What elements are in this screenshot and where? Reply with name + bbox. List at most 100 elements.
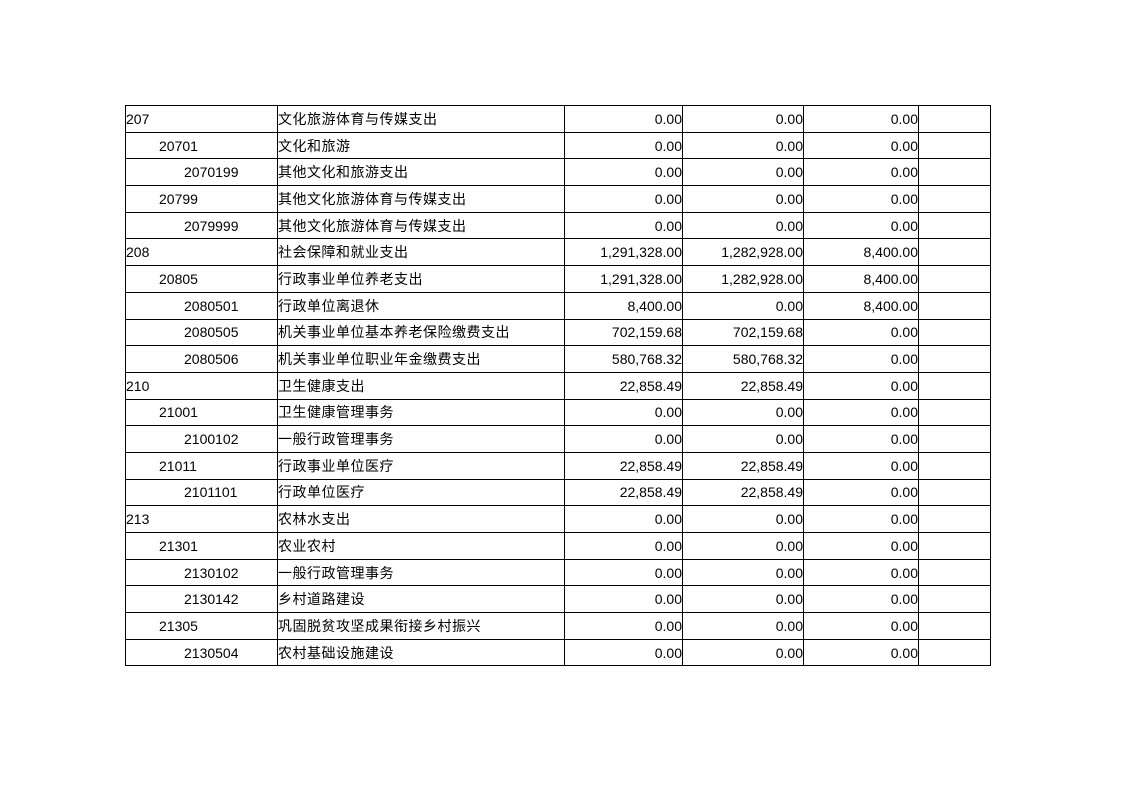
- budget-table: 207 文化旅游体育与传媒支出 0.00 0.00 0.00 20701 文化和旅游 0.00…: [125, 105, 991, 667]
- table-row: 21305 巩固脱贫攻坚成果衔接乡村振兴 0.00 0.00 0.00: [125, 612, 991, 640]
- code-cell: 2070199: [125, 158, 278, 187]
- table-row: 2080506 机关事业单位职业年金缴费支出 580,768.32 580,768.3…: [125, 345, 991, 373]
- item-name-cell: 行政单位离退休: [277, 291, 565, 320]
- item-name-cell: 其他文化和旅游支出: [277, 158, 565, 187]
- table-row: 2080501 行政单位离退休 8,400.00 0.00 8,400.00: [125, 291, 991, 320]
- table-row: 213 农林水支出 0.00 0.00 0.00: [125, 505, 991, 533]
- amount-cell: 0.00: [564, 398, 683, 427]
- code-cell: 21305: [125, 612, 278, 640]
- code-cell: 21301: [125, 532, 278, 560]
- item-name-cell: 文化和旅游: [277, 131, 565, 160]
- table-row: 20701 文化和旅游 0.00 0.00 0.00: [125, 131, 991, 160]
- amount-cell: 0.00: [803, 425, 919, 453]
- table-row: 21301 农业农村 0.00 0.00 0.00: [125, 532, 991, 560]
- amount-cell: 0.00: [682, 505, 804, 533]
- code-cell: 2080506: [125, 345, 278, 373]
- table-row: 2070199 其他文化和旅游支出 0.00 0.00 0.00: [125, 158, 991, 187]
- amount-cell: 0.00: [564, 558, 683, 587]
- amount-cell: 22,858.49: [682, 451, 804, 480]
- amount-cell: 0.00: [682, 131, 804, 160]
- table-row: 21011 行政事业单位医疗 22,858.49 22,858.49 0.00: [125, 451, 991, 480]
- amount-cell: 0.00: [682, 185, 804, 213]
- amount-cell: 0.00: [803, 371, 919, 400]
- empty-cell: [918, 238, 991, 267]
- amount-cell: 0.00: [803, 318, 919, 347]
- amount-cell: 0.00: [564, 638, 683, 667]
- item-name-cell: 乡村道路建设: [277, 585, 565, 614]
- amount-cell: 8,400.00: [564, 291, 683, 320]
- empty-cell: [918, 478, 991, 507]
- amount-cell: 8,400.00: [803, 291, 919, 320]
- code-cell: 210: [125, 371, 278, 400]
- table-row: 20805 行政事业单位养老支出 1,291,328.00 1,282,928.00 8…: [125, 265, 991, 293]
- code-cell: 2130504: [125, 638, 278, 667]
- empty-cell: [918, 131, 991, 160]
- amount-cell: 0.00: [803, 505, 919, 533]
- amount-cell: 0.00: [682, 532, 804, 560]
- code-cell: 213: [125, 505, 278, 533]
- amount-cell: 0.00: [803, 585, 919, 614]
- amount-cell: 22,858.49: [682, 478, 804, 507]
- table-row: 2130102 一般行政管理事务 0.00 0.00 0.00: [125, 558, 991, 587]
- empty-cell: [918, 505, 991, 533]
- code-cell: 207: [125, 105, 278, 133]
- empty-cell: [918, 558, 991, 587]
- code-cell: 21011: [125, 451, 278, 480]
- table-row: 21001 卫生健康管理事务 0.00 0.00 0.00: [125, 398, 991, 427]
- amount-cell: 0.00: [564, 612, 683, 640]
- amount-cell: 580,768.32: [564, 345, 683, 373]
- item-name-cell: 巩固脱贫攻坚成果衔接乡村振兴: [277, 612, 565, 640]
- amount-cell: 0.00: [564, 425, 683, 453]
- budget-table-body: 207 文化旅游体育与传媒支出 0.00 0.00 0.00 20701 文化和旅游 0.00…: [125, 105, 991, 667]
- amount-cell: 8,400.00: [803, 265, 919, 293]
- amount-cell: 1,291,328.00: [564, 238, 683, 267]
- empty-cell: [918, 425, 991, 453]
- table-row: 20799 其他文化旅游体育与传媒支出 0.00 0.00 0.00: [125, 185, 991, 213]
- item-name-cell: 一般行政管理事务: [277, 425, 565, 453]
- amount-cell: 0.00: [803, 558, 919, 587]
- empty-cell: [918, 585, 991, 614]
- item-name-cell: 一般行政管理事务: [277, 558, 565, 587]
- amount-cell: 0.00: [682, 638, 804, 667]
- item-name-cell: 农林水支出: [277, 505, 565, 533]
- code-cell: 20701: [125, 131, 278, 160]
- amount-cell: 0.00: [803, 185, 919, 213]
- amount-cell: 0.00: [803, 478, 919, 507]
- empty-cell: [918, 638, 991, 667]
- code-cell: 20805: [125, 265, 278, 293]
- amount-cell: 1,291,328.00: [564, 265, 683, 293]
- amount-cell: 0.00: [564, 585, 683, 614]
- code-cell: 2080505: [125, 318, 278, 347]
- item-name-cell: 卫生健康支出: [277, 371, 565, 400]
- empty-cell: [918, 451, 991, 480]
- code-cell: 208: [125, 238, 278, 267]
- amount-cell: 0.00: [682, 398, 804, 427]
- amount-cell: 0.00: [564, 211, 683, 240]
- amount-cell: 0.00: [564, 105, 683, 133]
- amount-cell: 0.00: [682, 558, 804, 587]
- amount-cell: 702,159.68: [564, 318, 683, 347]
- item-name-cell: 社会保障和就业支出: [277, 238, 565, 267]
- item-name-cell: 行政事业单位养老支出: [277, 265, 565, 293]
- amount-cell: 22,858.49: [682, 371, 804, 400]
- item-name-cell: 农业农村: [277, 532, 565, 560]
- empty-cell: [918, 345, 991, 373]
- amount-cell: 0.00: [682, 105, 804, 133]
- code-cell: 2079999: [125, 211, 278, 240]
- amount-cell: 0.00: [803, 638, 919, 667]
- table-row: 2100102 一般行政管理事务 0.00 0.00 0.00: [125, 425, 991, 453]
- table-row: 2101101 行政单位医疗 22,858.49 22,858.49 0.00: [125, 478, 991, 507]
- amount-cell: 0.00: [564, 158, 683, 187]
- amount-cell: 0.00: [682, 612, 804, 640]
- item-name-cell: 农村基础设施建设: [277, 638, 565, 667]
- empty-cell: [918, 158, 991, 187]
- amount-cell: 0.00: [803, 211, 919, 240]
- amount-cell: 0.00: [682, 211, 804, 240]
- table-row: 2080505 机关事业单位基本养老保险缴费支出 702,159.68 702,159…: [125, 318, 991, 347]
- amount-cell: 22,858.49: [564, 451, 683, 480]
- amount-cell: 0.00: [803, 131, 919, 160]
- amount-cell: 1,282,928.00: [682, 265, 804, 293]
- empty-cell: [918, 211, 991, 240]
- amount-cell: 0.00: [682, 291, 804, 320]
